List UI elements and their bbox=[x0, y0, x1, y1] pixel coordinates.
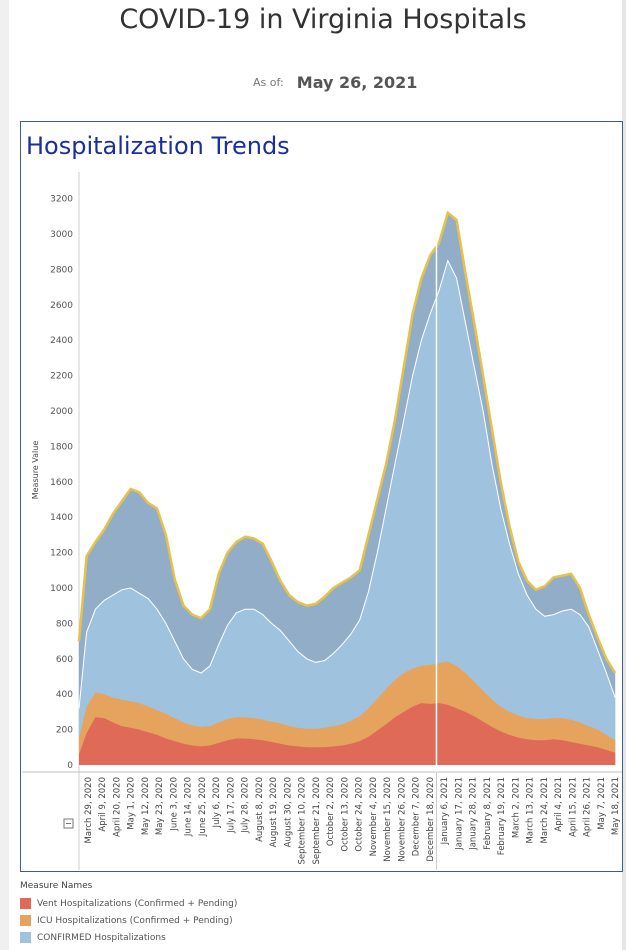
x-tick-label: January 17, 2021 bbox=[454, 777, 464, 851]
x-tick-label: August 30, 2020 bbox=[283, 777, 293, 847]
series-area-vent bbox=[79, 703, 616, 765]
as-of-label: As of: bbox=[253, 76, 284, 89]
x-tick-label: August 19, 2020 bbox=[269, 777, 279, 847]
legend-item-confirmed[interactable]: CONFIRMED Hospitalizations bbox=[20, 929, 237, 946]
legend-label-vent: Vent Hospitalizations (Confirmed + Pendi… bbox=[37, 898, 238, 909]
legend-swatch-vent bbox=[20, 898, 31, 909]
y-tick-label: 2600 bbox=[50, 301, 73, 311]
x-tick-label: April 20, 2020 bbox=[113, 777, 123, 837]
y-tick-label: 1800 bbox=[50, 442, 73, 452]
y-tick-label: 600 bbox=[56, 655, 73, 665]
x-tick-label: June 14, 2020 bbox=[184, 777, 194, 837]
x-tick-label: April 4, 2021 bbox=[554, 777, 564, 832]
legend-title: Measure Names bbox=[20, 881, 93, 891]
legend: Measure Names Vent Hospitalizations (Con… bbox=[20, 881, 237, 946]
x-tick-label: July 6, 2020 bbox=[212, 777, 222, 828]
left-edge-bar bbox=[0, 0, 9, 950]
x-tick-label: March 29, 2020 bbox=[84, 777, 94, 843]
y-tick-label: 1000 bbox=[50, 584, 73, 594]
x-tick-label: July 28, 2020 bbox=[241, 777, 251, 834]
y-tick-label: 1200 bbox=[50, 549, 73, 559]
y-tick-label: 2200 bbox=[50, 372, 73, 382]
y-tick-label: 800 bbox=[56, 619, 73, 629]
x-tick-label: January 28, 2021 bbox=[469, 777, 479, 851]
x-tick-label: November 15, 2020 bbox=[383, 777, 393, 862]
x-tick-label: April 9, 2020 bbox=[98, 777, 108, 832]
as-of-date: May 26, 2021 bbox=[296, 73, 418, 92]
x-tick-label: October 13, 2020 bbox=[340, 777, 350, 852]
legend-item-vent[interactable]: Vent Hospitalizations (Confirmed + Pendi… bbox=[20, 895, 237, 912]
x-tick-label: December 18, 2020 bbox=[426, 777, 436, 862]
legend-swatch-icu bbox=[20, 915, 31, 926]
x-tick-label: February 8, 2021 bbox=[483, 777, 493, 850]
x-tick-label: December 7, 2020 bbox=[412, 777, 422, 856]
series-line-confirmed bbox=[78, 259, 616, 709]
as-of-row: As of: May 26, 2021 bbox=[253, 72, 417, 92]
x-tick-label: June 3, 2020 bbox=[170, 777, 180, 832]
legend-label-icu: ICU Hospitalizations (Confirmed + Pendin… bbox=[37, 915, 233, 926]
series-line-total bbox=[77, 210, 617, 674]
x-tick-label: May 7, 2021 bbox=[597, 777, 607, 830]
right-edge-bar bbox=[622, 0, 626, 950]
x-tick-label: April 26, 2021 bbox=[583, 777, 593, 837]
legend-swatch-confirmed bbox=[20, 932, 31, 943]
x-tick-label: May 1, 2020 bbox=[127, 777, 137, 830]
y-tick-label: 1400 bbox=[50, 513, 73, 523]
y-tick-label: 2400 bbox=[50, 336, 73, 346]
legend-label-confirmed: CONFIRMED Hospitalizations bbox=[37, 932, 166, 943]
y-tick-label: 2000 bbox=[50, 407, 73, 417]
chart-panel bbox=[20, 121, 623, 872]
x-tick-label: April 15, 2021 bbox=[568, 777, 578, 837]
x-tick-label: September 21, 2020 bbox=[312, 777, 322, 865]
x-tick-label: January 6, 2021 bbox=[440, 777, 450, 845]
x-tick-label: July 17, 2020 bbox=[226, 777, 236, 834]
x-tick-label: November 4, 2020 bbox=[369, 777, 379, 856]
legend-item-icu[interactable]: ICU Hospitalizations (Confirmed + Pendin… bbox=[20, 912, 237, 929]
y-tick-label: 400 bbox=[56, 690, 73, 700]
x-tick-label: March 13, 2021 bbox=[526, 777, 536, 843]
page-title: COVID-19 in Virginia Hospitals bbox=[119, 4, 527, 35]
series-area-confirmed bbox=[79, 260, 616, 765]
x-tick-label: February 19, 2021 bbox=[497, 777, 507, 855]
y-tick-label: 3000 bbox=[50, 230, 73, 240]
x-tick-label: November 26, 2020 bbox=[397, 777, 407, 862]
x-tick-label: October 2, 2020 bbox=[326, 777, 336, 846]
y-tick-label: 2800 bbox=[50, 265, 73, 275]
x-tick-label: May 23, 2020 bbox=[155, 777, 165, 835]
y-axis-title: Measure Value bbox=[31, 441, 40, 500]
y-tick-label: 3200 bbox=[50, 195, 73, 205]
y-tick-label: 200 bbox=[56, 726, 73, 736]
x-tick-label: June 25, 2020 bbox=[198, 777, 208, 837]
x-tick-label: August 8, 2020 bbox=[255, 777, 265, 842]
y-tick-label: 0 bbox=[67, 761, 73, 771]
x-tick-label: March 2, 2021 bbox=[511, 777, 521, 838]
x-tick-label: October 24, 2020 bbox=[355, 777, 365, 852]
x-tick-label: May 12, 2020 bbox=[141, 777, 151, 835]
x-tick-label: May 18, 2021 bbox=[611, 777, 621, 835]
panel-title: Hospitalization Trends bbox=[26, 132, 290, 160]
x-tick-label: March 24, 2021 bbox=[540, 777, 550, 843]
x-tick-label: September 10, 2020 bbox=[298, 777, 308, 865]
y-tick-label: 1600 bbox=[50, 478, 73, 488]
